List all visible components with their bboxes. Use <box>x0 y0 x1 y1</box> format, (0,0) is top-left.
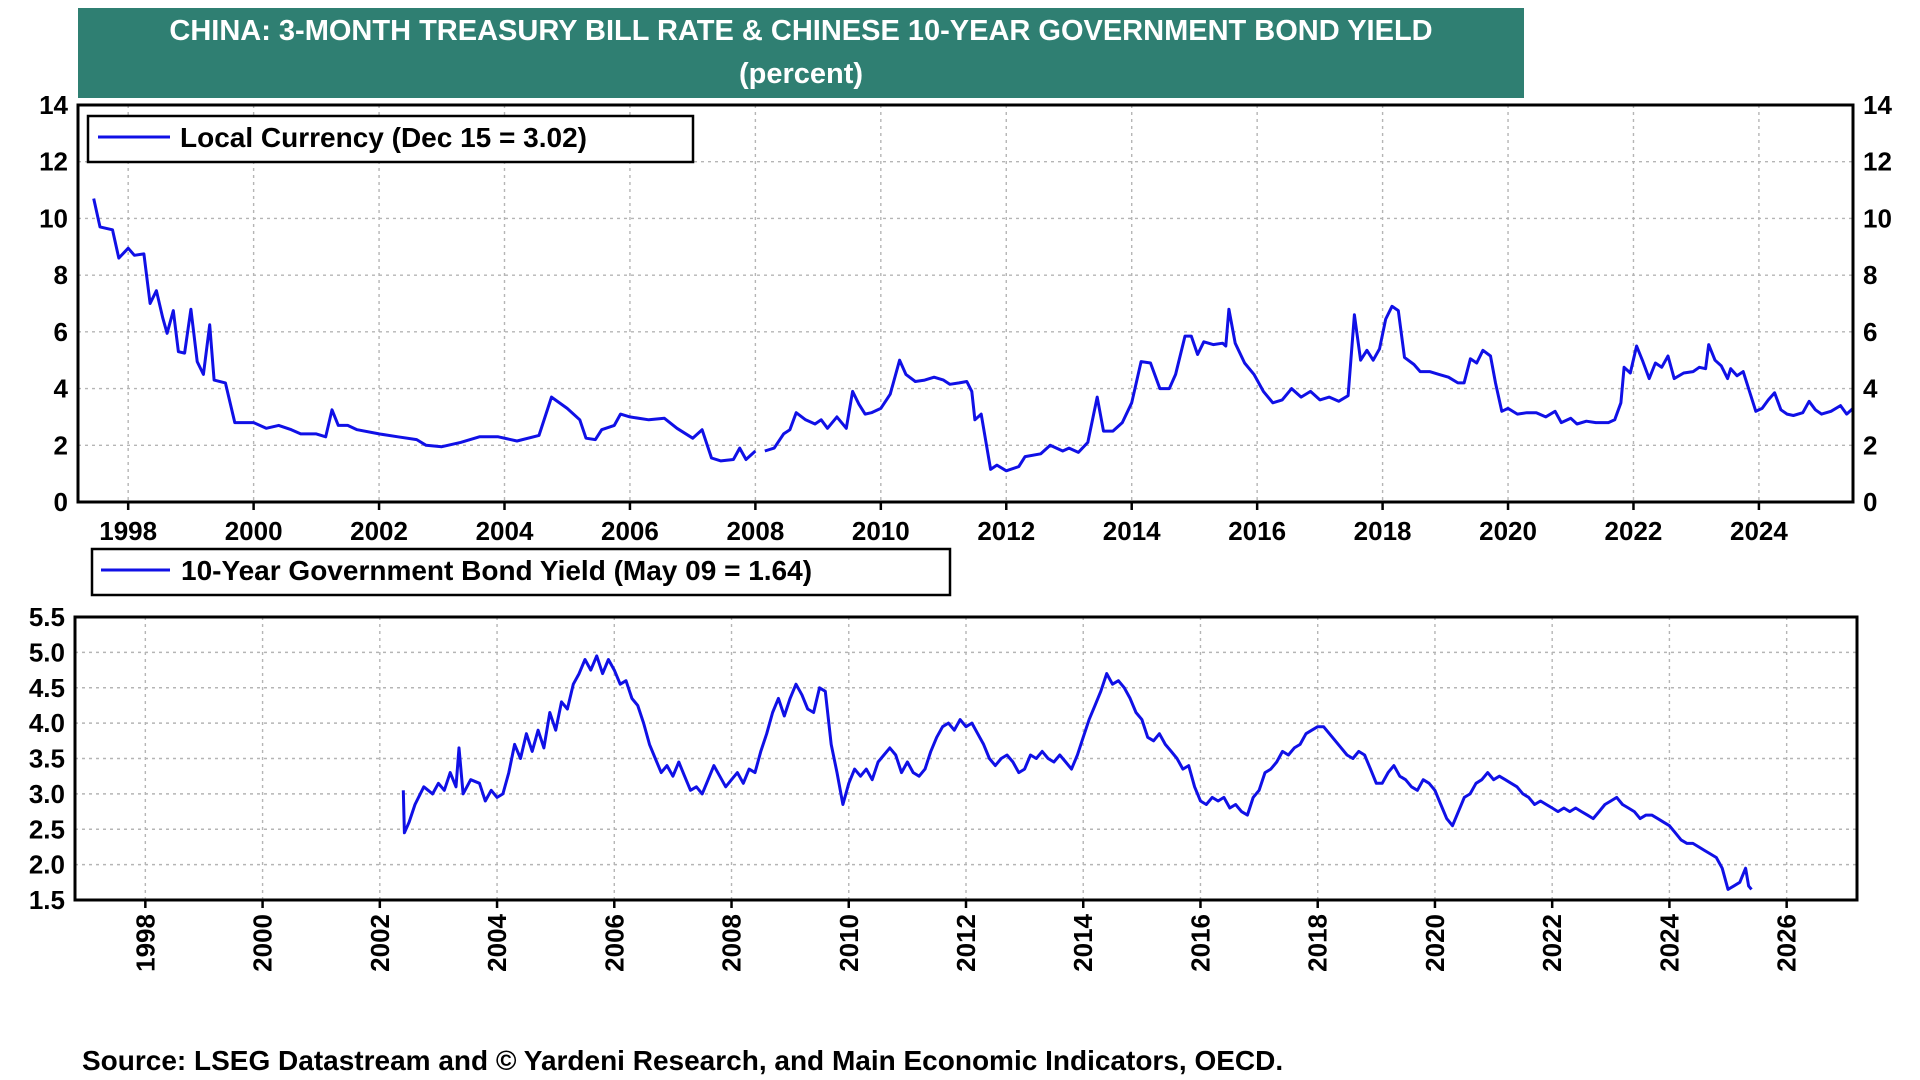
top-y-tick-label-right: 2 <box>1863 430 1877 460</box>
top-y-tick-label-right: 6 <box>1863 317 1877 347</box>
top-x-tick-label: 2008 <box>726 516 784 546</box>
bottom-chart: 1.5 2.0 2.5 3.0 3.5 4.0 4.5 5.0 5.5 1998 2000 2002… <box>29 547 1859 972</box>
top-x-tick-label: 2018 <box>1354 516 1412 546</box>
bottom-x-tick-label: 2018 <box>1303 914 1333 972</box>
bottom-y-tick-label: 1.5 <box>29 885 65 915</box>
top-y-tick-label: 6 <box>54 317 68 347</box>
top-legend-label: Local Currency (Dec 15 = 3.02) <box>180 122 587 153</box>
top-y-tick-label-right: 10 <box>1863 203 1892 233</box>
top-legend-box <box>86 114 695 164</box>
top-y-tick-label: 2 <box>54 430 68 460</box>
top-y-ticks-left: 0 2 4 6 8 10 12 14 <box>39 90 68 517</box>
bottom-legend: 10-Year Government Bond Yield (May 09 = … <box>90 547 952 597</box>
bottom-x-tick-label: 2008 <box>717 914 747 972</box>
top-x-tick-label: 2004 <box>476 516 534 546</box>
bottom-x-tick-label: 2006 <box>599 914 629 972</box>
top-gridlines <box>78 105 1853 502</box>
bottom-x-tick-label: 2022 <box>1537 914 1567 972</box>
top-y-tick-label-right: 14 <box>1863 90 1892 120</box>
top-x-ticks: 1998 2000 2002 2004 2006 2008 2010 2012 2014 2016… <box>99 502 1788 546</box>
bottom-y-ticks: 1.5 2.0 2.5 3.0 3.5 4.0 4.5 5.0 5.5 <box>29 602 65 915</box>
title-banner <box>78 8 1524 98</box>
chart-title: CHINA: 3-MONTH TREASURY BILL RATE & CHIN… <box>169 15 1432 47</box>
bottom-series-line <box>401 654 1753 891</box>
bottom-legend-box <box>90 547 952 597</box>
top-y-tick-label-right: 12 <box>1863 147 1892 177</box>
bottom-y-tick-label: 2.5 <box>29 814 65 844</box>
top-y-ticks-right: 0 2 4 6 8 10 12 14 <box>1863 90 1892 517</box>
top-x-tick-label: 2020 <box>1479 516 1537 546</box>
top-series-path <box>764 304 1855 473</box>
bottom-x-ticks: 1998 2000 2002 2004 2006 2008 2010 2012 2014 2016… <box>130 900 1802 972</box>
top-y-tick-label-right: 4 <box>1863 374 1878 404</box>
top-x-tick-label: 2006 <box>601 516 659 546</box>
chart-subtitle: (percent) <box>739 58 863 90</box>
bottom-y-tick-label: 5.0 <box>29 637 65 667</box>
top-y-tick-label: 4 <box>54 374 69 404</box>
bottom-x-tick-label: 2020 <box>1420 914 1450 972</box>
top-x-tick-label: 2024 <box>1730 516 1788 546</box>
top-x-tick-label: 2012 <box>977 516 1035 546</box>
top-y-tick-label: 12 <box>39 147 68 177</box>
top-series-path <box>92 198 757 463</box>
top-y-tick-label: 0 <box>54 487 68 517</box>
bottom-y-tick-label: 2.0 <box>29 850 65 880</box>
top-x-tick-label: 2010 <box>852 516 910 546</box>
bottom-x-tick-label: 2016 <box>1185 914 1215 972</box>
source-note: Source: LSEG Datastream and © Yardeni Re… <box>82 1045 1283 1076</box>
top-y-tick-label: 10 <box>39 203 68 233</box>
top-y-tick-label: 14 <box>39 90 68 120</box>
top-chart: 0 2 4 6 8 10 12 14 0 2 4 6 8 10 12 14 1998 2000 2002 2004… <box>39 90 1892 546</box>
bottom-y-tick-label: 3.0 <box>29 779 65 809</box>
top-x-tick-label: 2002 <box>350 516 408 546</box>
top-x-tick-label: 2022 <box>1605 516 1663 546</box>
top-y-tick-label-right: 8 <box>1863 260 1877 290</box>
top-y-tick-label: 8 <box>54 260 68 290</box>
bottom-y-tick-label: 3.5 <box>29 744 65 774</box>
top-legend: Local Currency (Dec 15 = 3.02) <box>86 114 695 164</box>
top-y-tick-label-right: 0 <box>1863 487 1877 517</box>
bottom-y-tick-label: 5.5 <box>29 602 65 632</box>
bottom-x-tick-label: 2004 <box>482 913 512 971</box>
bottom-y-tick-label: 4.5 <box>29 673 65 703</box>
bottom-x-tick-label: 1998 <box>130 914 160 972</box>
bottom-y-tick-label: 4.0 <box>29 708 65 738</box>
top-x-tick-label: 2016 <box>1228 516 1286 546</box>
bottom-x-tick-label: 2026 <box>1772 914 1802 972</box>
bottom-x-tick-label: 2012 <box>951 914 981 972</box>
bottom-x-tick-label: 2024 <box>1654 913 1684 971</box>
bottom-x-tick-label: 2010 <box>834 914 864 972</box>
bottom-x-tick-label: 2000 <box>248 914 278 972</box>
top-x-tick-label: 2000 <box>225 516 283 546</box>
bottom-x-tick-label: 2014 <box>1068 913 1098 971</box>
bottom-series-path <box>401 654 1753 891</box>
top-series-line <box>92 198 1855 473</box>
bottom-legend-label: 10-Year Government Bond Yield (May 09 = … <box>181 555 812 586</box>
top-plot-frame <box>76 103 1855 504</box>
bottom-gridlines <box>75 617 1857 900</box>
top-x-tick-label: 1998 <box>99 516 157 546</box>
bottom-x-tick-label: 2002 <box>365 914 395 972</box>
top-x-tick-label: 2014 <box>1103 516 1161 546</box>
